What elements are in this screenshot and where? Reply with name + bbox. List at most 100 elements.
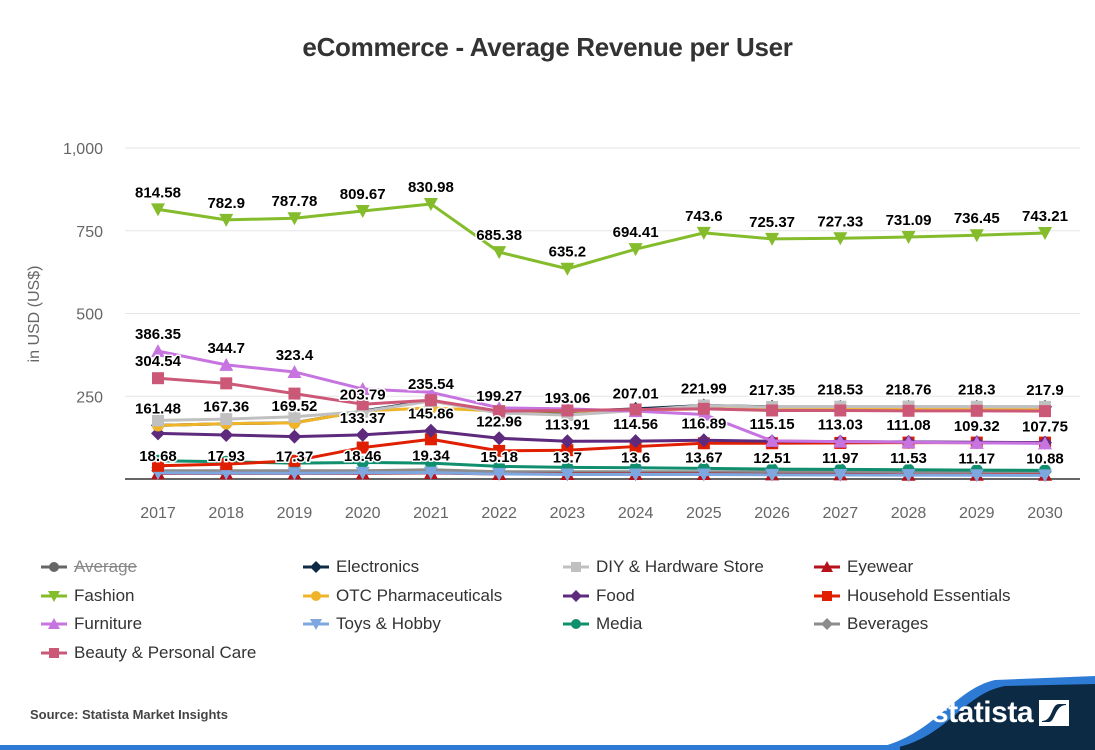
data-point[interactable] <box>288 387 301 400</box>
data-point[interactable] <box>560 468 575 482</box>
data-point[interactable] <box>1038 469 1052 483</box>
data-point[interactable] <box>287 467 302 481</box>
data-point[interactable] <box>355 466 370 480</box>
data-point[interactable] <box>355 204 370 218</box>
data-point[interactable] <box>1038 226 1052 240</box>
legend-item-toys-hobby[interactable]: Toys & Hobby <box>302 614 441 634</box>
data-point[interactable] <box>220 458 233 471</box>
series-line[interactable] <box>157 399 1046 422</box>
data-point[interactable] <box>970 404 983 417</box>
data-point[interactable] <box>1038 436 1052 450</box>
data-point[interactable] <box>901 469 916 483</box>
data-point[interactable] <box>560 434 575 449</box>
x-tick-label: 2028 <box>891 505 927 522</box>
data-point[interactable] <box>219 467 234 481</box>
data-point[interactable] <box>969 229 984 243</box>
data-point[interactable] <box>696 433 711 448</box>
data-point[interactable] <box>287 212 302 226</box>
data-point[interactable] <box>561 404 574 417</box>
series-fashion[interactable] <box>151 197 1052 276</box>
data-point[interactable] <box>765 433 780 447</box>
series-line[interactable] <box>157 376 1046 413</box>
data-point[interactable] <box>493 444 506 457</box>
data-point[interactable] <box>219 427 234 442</box>
legend-marker <box>821 618 833 630</box>
data-point[interactable] <box>696 226 711 240</box>
data-point[interactable] <box>288 454 301 467</box>
data-point[interactable] <box>220 413 233 426</box>
legend-item-beverages[interactable]: Beverages <box>813 614 928 634</box>
data-point[interactable] <box>902 404 915 417</box>
legend-item-average[interactable]: Average <box>40 557 137 577</box>
grid-lines <box>125 147 1080 480</box>
legend-item-furniture[interactable]: Furniture <box>40 614 142 634</box>
footer-rule <box>0 745 900 750</box>
data-point[interactable] <box>628 243 643 257</box>
data-point[interactable] <box>1039 405 1051 418</box>
legend-marker <box>822 590 832 601</box>
data-point[interactable] <box>219 357 234 371</box>
data-point[interactable] <box>355 381 370 395</box>
data-point[interactable] <box>560 262 575 276</box>
data-point[interactable] <box>834 404 847 417</box>
data-point[interactable] <box>356 398 369 411</box>
data-point[interactable] <box>765 232 780 246</box>
series-line[interactable] <box>157 471 1046 477</box>
data-point[interactable] <box>628 434 643 449</box>
legend-item-diy-hardware-store[interactable]: DIY & Hardware Store <box>562 557 764 577</box>
data-label: 12.51 <box>753 450 791 467</box>
data-point[interactable] <box>901 231 916 245</box>
series-beauty-personal-care[interactable] <box>152 372 1051 418</box>
series-toys-hobby[interactable] <box>151 466 1052 483</box>
legend-item-fashion[interactable]: Fashion <box>40 586 134 606</box>
legend-item-eyewear[interactable]: Eyewear <box>813 557 913 577</box>
data-point[interactable] <box>492 431 507 446</box>
data-point[interactable] <box>492 246 507 260</box>
data-point[interactable] <box>561 444 574 457</box>
data-point[interactable] <box>901 435 916 449</box>
data-point[interactable] <box>833 469 848 483</box>
data-point[interactable] <box>152 372 164 385</box>
series-line[interactable] <box>157 459 1046 472</box>
data-point[interactable] <box>629 403 642 416</box>
data-point[interactable] <box>628 468 643 482</box>
data-point[interactable] <box>423 423 438 438</box>
data-point[interactable] <box>492 467 507 481</box>
data-point[interactable] <box>288 410 301 423</box>
data-point[interactable] <box>424 433 437 446</box>
data-point[interactable] <box>423 197 438 211</box>
data-point[interactable] <box>151 203 165 217</box>
data-point[interactable] <box>287 364 302 378</box>
data-point[interactable] <box>833 434 848 448</box>
data-labels: 814.58 782.9 787.78 809.67 830.98 685.38 635.2… <box>134 177 1070 468</box>
data-point[interactable] <box>220 377 233 390</box>
data-point[interactable] <box>697 402 710 415</box>
data-point[interactable] <box>151 344 165 358</box>
data-point[interactable] <box>766 404 779 417</box>
data-point[interactable] <box>355 427 370 442</box>
data-point[interactable] <box>424 394 437 407</box>
data-point[interactable] <box>152 459 164 472</box>
data-point[interactable] <box>493 405 506 418</box>
data-point[interactable] <box>356 441 369 454</box>
legend-item-food[interactable]: Food <box>562 586 635 606</box>
data-point[interactable] <box>152 414 164 427</box>
legend-item-media[interactable]: Media <box>562 614 642 634</box>
legend-item-otc-pharmaceuticals[interactable]: OTC Pharmaceuticals <box>302 586 502 606</box>
data-point[interactable] <box>833 232 848 246</box>
series-line[interactable] <box>158 468 1045 474</box>
legend-item-household-essentials[interactable]: Household Essentials <box>813 586 1010 606</box>
data-point[interactable] <box>423 466 438 480</box>
statista-logo-text[interactable]: statista <box>931 696 1034 729</box>
data-point[interactable] <box>287 429 302 444</box>
legend-item-beauty-personal-care[interactable]: Beauty & Personal Care <box>40 643 256 663</box>
data-point[interactable] <box>765 468 780 482</box>
data-point[interactable] <box>424 457 437 470</box>
data-point[interactable] <box>356 456 369 469</box>
data-point[interactable] <box>969 435 984 449</box>
data-point[interactable] <box>969 469 984 483</box>
series-line[interactable] <box>157 202 1046 271</box>
data-point[interactable] <box>696 468 711 482</box>
data-point[interactable] <box>219 213 234 227</box>
legend-item-electronics[interactable]: Electronics <box>302 557 419 577</box>
